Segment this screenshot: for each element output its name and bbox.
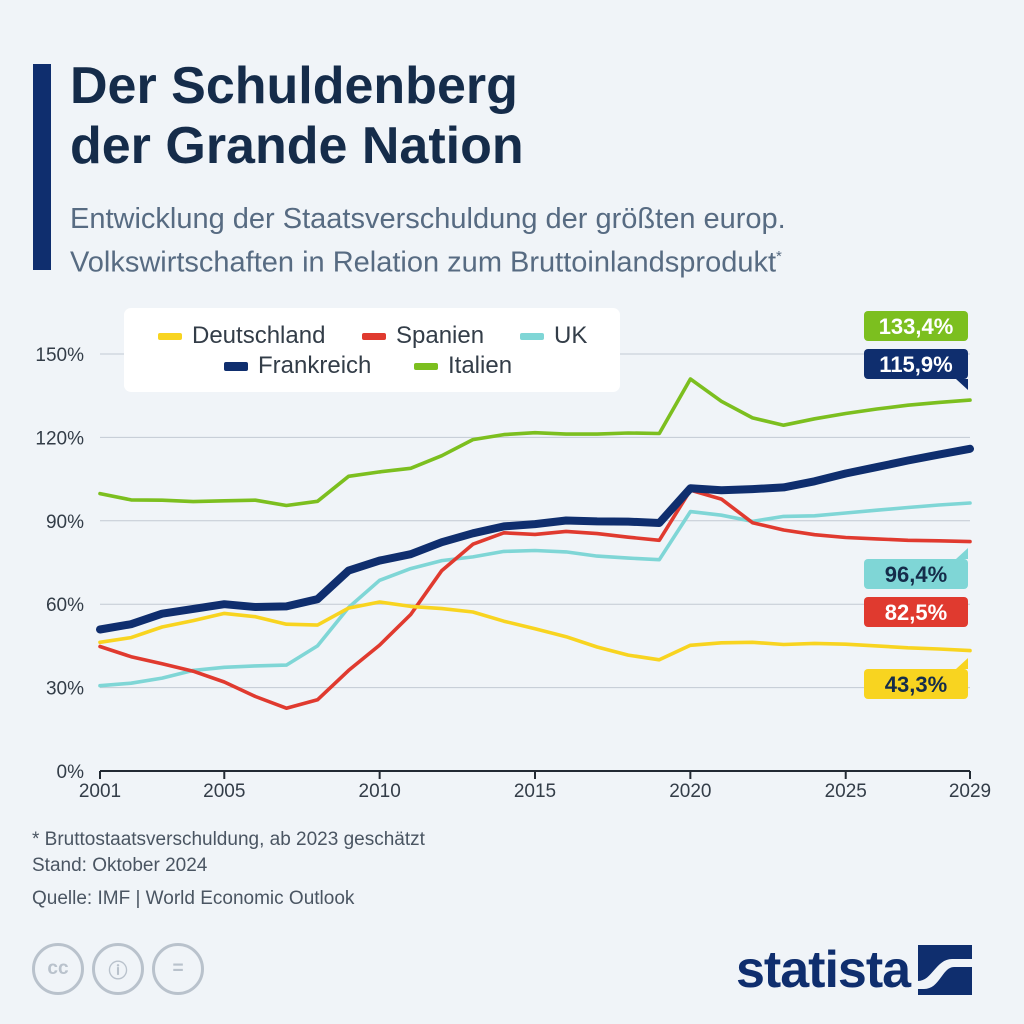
y-tick-label: 120%: [35, 428, 84, 449]
series-line-spanien: [98, 488, 972, 711]
end-label-pointer-uk: [956, 548, 968, 559]
end-label-uk: 96,4%: [885, 562, 947, 587]
legend-item-uk: UK: [520, 322, 587, 350]
statista-logo-icon: [918, 945, 973, 995]
title-accent-bar: [33, 64, 51, 270]
series-line-frankreich: [96, 444, 974, 634]
end-label-pointer-frankreich: [956, 379, 968, 390]
legend-swatch-uk: [520, 332, 544, 340]
cc-license-icon[interactable]: cc: [32, 943, 84, 995]
x-tick-label: 2010: [359, 781, 401, 802]
chart-subtitle: Entwicklung der Staatsverschuldung der g…: [70, 200, 1010, 282]
end-label-italien: 133,4%: [879, 314, 954, 339]
legend-item-frankreich: Frankreich: [224, 352, 371, 380]
y-tick-label: 150%: [35, 345, 84, 366]
subtitle-asterisk: *: [776, 248, 782, 265]
legend-label-uk: UK: [554, 322, 588, 349]
end-label-box-uk: [864, 559, 968, 589]
x-tick-label: 2029: [949, 781, 991, 802]
source-link[interactable]: Quelle: IMF | World Economic Outlook: [32, 888, 355, 909]
no-derivatives-icon[interactable]: =: [152, 943, 204, 995]
subtitle-line-2-text: Volkswirtschaften in Relation zum Brutto…: [70, 246, 777, 279]
legend-swatch-frankreich: [224, 361, 248, 371]
x-tick-label: 2020: [669, 781, 711, 802]
y-tick-label: 90%: [46, 512, 84, 533]
legend-label-deutschland: Deutschland: [192, 322, 326, 349]
y-tick-label: 60%: [46, 595, 84, 616]
footnote-estimate: * Bruttostaatsverschuldung, ab 2023 gesc…: [32, 829, 425, 850]
y-tick-label: 30%: [46, 679, 84, 700]
series-line-deutschland: [98, 600, 972, 662]
title-line-1: Der Schuldenberg: [70, 57, 518, 115]
x-tick-label: 2005: [203, 781, 245, 802]
footnote-stand: Stand: Oktober 2024: [32, 855, 208, 876]
legend-item-deutschland: Deutschland: [158, 322, 325, 350]
end-label-box-deutschland: [864, 669, 968, 699]
series-line-italien: [98, 377, 972, 508]
x-tick-label: 2025: [825, 781, 867, 802]
y-tick-label: 0%: [57, 762, 85, 783]
legend-label-spanien: Spanien: [396, 322, 485, 349]
subtitle-line-1: Entwicklung der Staatsverschuldung der g…: [70, 203, 786, 235]
end-label-frankreich: 115,9%: [879, 352, 952, 377]
x-tick-label: 2001: [79, 781, 121, 802]
legend-label-italien: Italien: [448, 352, 513, 379]
series-line-uk: [98, 501, 972, 688]
subtitle-line-2: Volkswirtschaften in Relation zum Brutto…: [70, 238, 1010, 282]
statista-logo-text: statista: [736, 941, 911, 999]
legend-swatch-spanien: [362, 332, 386, 340]
end-label-box-spanien: [864, 597, 968, 627]
x-tick-label: 2015: [514, 781, 556, 802]
legend-item-italien: Italien: [414, 352, 512, 380]
end-label-box-italien: [864, 311, 968, 341]
title-line-2: der Grande Nation: [70, 117, 524, 175]
legend-swatch-italien: [414, 362, 438, 370]
chart-title: Der Schuldenberg der Grande Nation: [70, 56, 970, 176]
legend-item-spanien: Spanien: [362, 322, 484, 350]
end-label-spanien: 82,5%: [885, 600, 947, 625]
end-label-deutschland: 43,3%: [885, 672, 947, 697]
statista-logo[interactable]: statista: [736, 940, 973, 1000]
end-label-box-frankreich: [864, 349, 968, 379]
legend-swatch-deutschland: [158, 332, 182, 340]
legend-label-frankreich: Frankreich: [258, 352, 372, 379]
license-icons: cc ⓘ =: [32, 943, 204, 995]
chart-legend: Deutschland Spanien UK Frankreich Italie…: [124, 308, 620, 392]
end-label-pointer-deutschland: [956, 658, 968, 669]
attribution-icon[interactable]: ⓘ: [92, 943, 144, 995]
